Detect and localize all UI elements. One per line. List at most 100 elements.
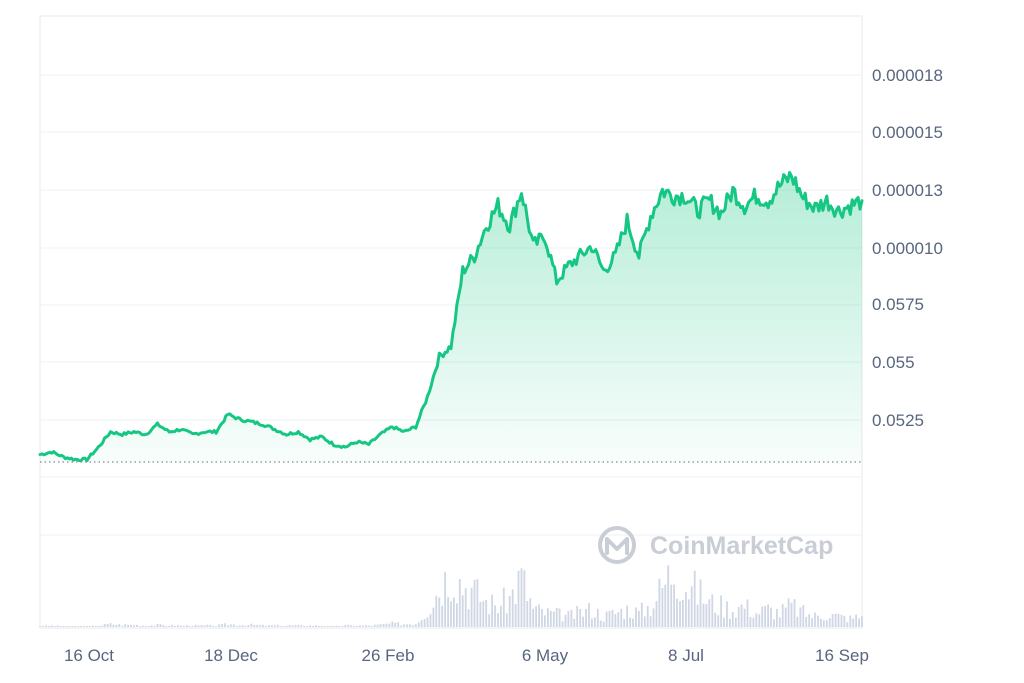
volume-bar <box>731 612 734 627</box>
volume-bar <box>726 601 728 627</box>
volume-bar <box>743 608 746 627</box>
volume-bar <box>529 598 532 627</box>
volume-bar <box>115 625 118 627</box>
volume-bar <box>676 598 678 627</box>
volume-bar <box>185 625 188 627</box>
volume-bar <box>153 625 156 627</box>
volume-bar <box>799 607 802 627</box>
volume-bar <box>655 601 658 627</box>
volume-bar <box>573 618 576 627</box>
volume-bar <box>356 625 358 627</box>
volume-bar <box>318 625 320 627</box>
volume-bar <box>94 626 97 627</box>
y-axis: 0.000018 0.000015 0.000013 0.000010 0.05… <box>872 66 943 430</box>
volume-bar <box>658 578 661 627</box>
volume-bar <box>435 595 438 627</box>
volume-bar <box>552 611 555 627</box>
volume-bar <box>338 626 341 627</box>
volume-bar <box>491 594 493 627</box>
volume-bar <box>68 625 71 627</box>
volume-bar <box>312 626 314 627</box>
volume-bar <box>588 603 590 627</box>
y-tick-label: 0.000018 <box>872 66 943 85</box>
volume-bar <box>103 624 106 627</box>
volume-bar <box>567 611 570 627</box>
volume-bar <box>599 620 602 627</box>
volume-bar <box>326 626 329 627</box>
volume-bar <box>100 625 103 627</box>
volume-bar <box>505 613 508 627</box>
volume-bar <box>130 624 132 627</box>
volume-bar <box>464 588 467 627</box>
volume-bar <box>517 570 520 627</box>
volume-bar <box>805 616 808 627</box>
volume-bar <box>147 626 150 627</box>
volume-bar <box>97 626 100 627</box>
volume-bar <box>690 586 693 627</box>
volume-bar <box>320 625 323 627</box>
volume-bar <box>50 625 53 627</box>
volume-bar <box>796 616 799 627</box>
volume-bar <box>585 609 587 627</box>
volume-bar <box>53 626 56 627</box>
volume-bar <box>549 610 552 627</box>
volume-bar <box>244 626 247 627</box>
volume-bar <box>409 624 411 627</box>
volume-bar <box>429 614 432 627</box>
volume-bar <box>479 602 482 627</box>
volume-bar <box>734 617 737 627</box>
volume-bar <box>664 584 667 627</box>
volume-bar <box>162 625 165 627</box>
volume-bar <box>611 609 614 627</box>
volume-bar <box>362 625 364 627</box>
volume-bar <box>752 617 755 627</box>
volume-bar <box>241 625 244 627</box>
volume-bar <box>773 619 775 627</box>
coinmarketcap-logo-icon <box>598 526 636 564</box>
volume-bars <box>39 565 863 627</box>
volume-bar <box>632 618 634 627</box>
volume-bar <box>626 605 628 627</box>
volume-bar <box>332 626 335 627</box>
volume-bar <box>787 598 790 627</box>
volume-bar <box>687 599 690 627</box>
volume-bar <box>461 595 464 627</box>
volume-bar <box>315 625 317 627</box>
volume-bar <box>42 626 44 627</box>
volume-bar <box>127 624 129 627</box>
volume-bar <box>218 624 220 627</box>
volume-bar <box>708 599 711 627</box>
volume-bar <box>347 624 350 627</box>
volume-bar <box>640 602 643 627</box>
volume-bar <box>702 603 705 627</box>
volume-bar <box>482 601 485 627</box>
volume-bar <box>83 626 85 627</box>
volume-bar <box>297 624 300 627</box>
volume-bar <box>391 621 394 627</box>
volume-bar <box>776 608 778 627</box>
volume-bar <box>652 608 655 627</box>
volume-bar <box>761 606 764 627</box>
volume-bar <box>285 625 288 627</box>
volume-bar <box>476 579 479 627</box>
volume-bar <box>106 624 109 627</box>
volume-bar <box>458 579 461 627</box>
volume-bar <box>579 609 582 627</box>
volume-bar <box>770 607 772 627</box>
volume-bar <box>649 616 652 627</box>
volume-bar <box>514 604 517 627</box>
volume-bar <box>353 626 355 627</box>
volume-bar <box>532 608 535 627</box>
volume-bar <box>71 626 74 627</box>
volume-bar <box>547 608 549 627</box>
volume-bar <box>224 623 226 627</box>
volume-bar <box>661 588 664 627</box>
volume-bar <box>784 607 787 627</box>
volume-bar <box>420 620 423 627</box>
volume-bar <box>576 606 579 627</box>
volume-bar <box>268 625 270 627</box>
volume-bar <box>294 625 297 627</box>
volume-bar <box>764 606 766 627</box>
volume-bar <box>235 625 238 627</box>
volume-bar <box>329 625 332 627</box>
